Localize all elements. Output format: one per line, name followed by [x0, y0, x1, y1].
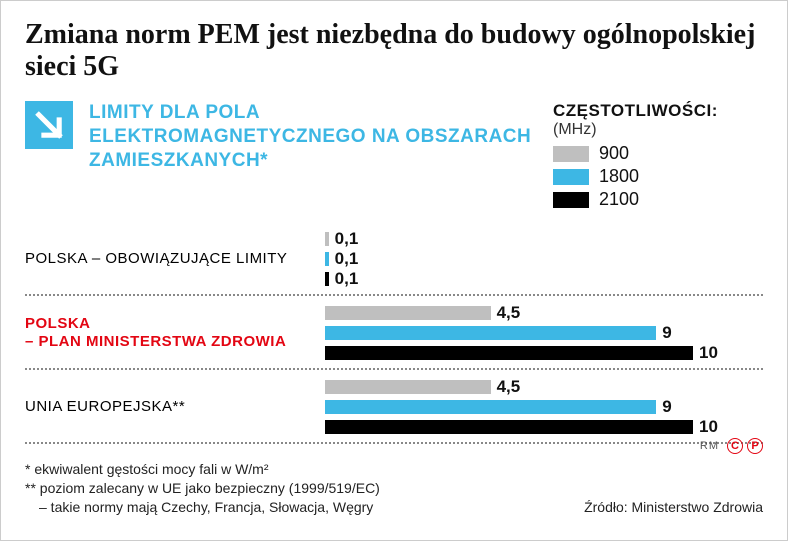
main-title: Zmiana norm PEM jest niezbędna do budowy…: [25, 19, 763, 83]
bar-value: 0,1: [335, 269, 359, 289]
rm-label: RM: [700, 439, 719, 454]
bar-value: 4,5: [497, 377, 521, 397]
bar: [325, 326, 656, 340]
bar: [325, 232, 329, 246]
badges: RM C P: [700, 438, 763, 454]
source: Źródło: Ministerstwo Zdrowia: [584, 498, 763, 517]
bar: [325, 420, 693, 434]
bar-chart: POLSKA – OBOWIĄZUJĄCE LIMITY0,10,10,1POL…: [25, 222, 763, 444]
legend-label: 900: [599, 143, 629, 164]
bar: [325, 252, 329, 266]
legend-unit: (MHz): [553, 121, 763, 139]
badge-p: P: [747, 438, 763, 454]
bar-group: 4,5 9 10: [325, 378, 763, 436]
bar-line: 4,5: [325, 304, 763, 322]
bar-value: 10: [699, 343, 718, 363]
header-row: LIMITY DLA POLA ELEKTROMAGNETYCZNEGO NA …: [25, 101, 763, 212]
bar-group: 0,10,10,1: [325, 230, 763, 288]
footnote-line: * ekwiwalent gęstości mocy fali w W/m²: [25, 460, 763, 479]
bar-line: 10: [325, 418, 763, 436]
legend: CZĘSTOTLIWOŚCI: (MHz) 900 1800 2100: [553, 101, 763, 212]
footnotes: RM C P * ekwiwalent gęstości mocy fali w…: [25, 460, 763, 517]
bar: [325, 346, 693, 360]
subtitle: LIMITY DLA POLA ELEKTROMAGNETYCZNEGO NA …: [89, 101, 537, 172]
footnote-line: ** poziom zalecany w UE jako bezpieczny …: [25, 479, 763, 498]
row-label: UNIA EUROPEJSKA**: [25, 398, 325, 417]
bar-group: 4,5 9 10: [325, 304, 763, 362]
chart-row: POLSKA – OBOWIĄZUJĄCE LIMITY0,10,10,1: [25, 222, 763, 296]
legend-item: 2100: [553, 189, 763, 210]
bar-line: 10: [325, 344, 763, 362]
bar-line: 0,1: [325, 250, 763, 268]
legend-swatch: [553, 192, 589, 208]
bar-value: 9: [662, 323, 671, 343]
bar-value: 9: [662, 397, 671, 417]
bar-value: 0,1: [335, 249, 359, 269]
arrow-icon: [25, 101, 73, 149]
bar: [325, 400, 656, 414]
legend-title: CZĘSTOTLIWOŚCI:: [553, 101, 763, 121]
bar: [325, 306, 491, 320]
legend-swatch: [553, 146, 589, 162]
bar-value: 4,5: [497, 303, 521, 323]
bar: [325, 272, 329, 286]
chart-row: POLSKA– PLAN MINISTERSTWA ZDROWIA 4,5 9 10: [25, 296, 763, 370]
row-label: POLSKA– PLAN MINISTERSTWA ZDROWIA: [25, 315, 325, 353]
bar: [325, 380, 491, 394]
badge-c: C: [727, 438, 743, 454]
row-label: POLSKA – OBOWIĄZUJĄCE LIMITY: [25, 250, 325, 269]
bar-value: 0,1: [335, 229, 359, 249]
bar-line: 4,5: [325, 378, 763, 396]
bar-line: 0,1: [325, 230, 763, 248]
bar-line: 0,1: [325, 270, 763, 288]
legend-item: 1800: [553, 166, 763, 187]
legend-item: 900: [553, 143, 763, 164]
bar-value: 10: [699, 417, 718, 437]
chart-row: UNIA EUROPEJSKA** 4,5 9 10: [25, 370, 763, 444]
bar-line: 9: [325, 398, 763, 416]
legend-label: 2100: [599, 189, 639, 210]
legend-label: 1800: [599, 166, 639, 187]
bar-line: 9: [325, 324, 763, 342]
legend-swatch: [553, 169, 589, 185]
